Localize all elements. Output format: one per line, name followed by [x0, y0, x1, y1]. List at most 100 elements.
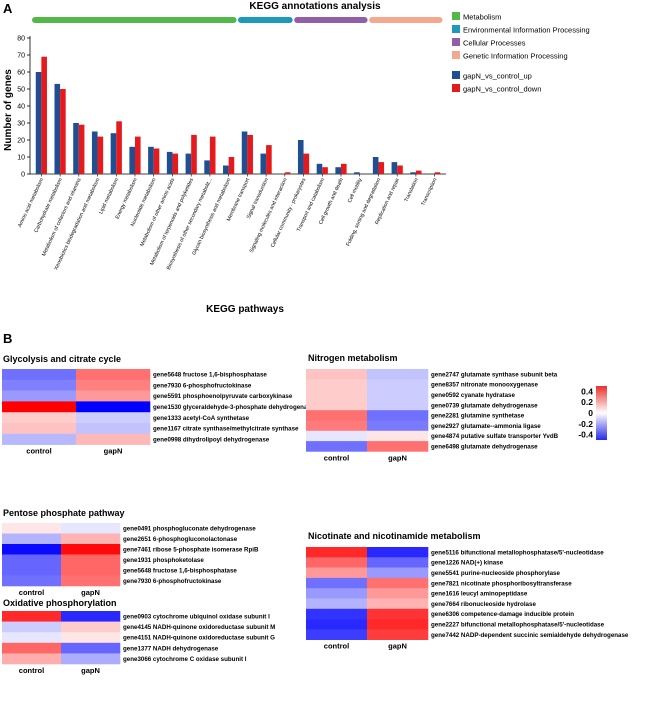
bar-gapN_vs_control_down: [60, 89, 66, 174]
heatmap-cell: [61, 621, 121, 633]
heatmap-column-label: gapN: [81, 666, 100, 675]
heatmap-column-label: gapN: [388, 453, 407, 462]
bar-gapN_vs_control_down: [341, 163, 347, 174]
y-tick-label: 80: [17, 36, 25, 43]
heatmap-cell: [2, 523, 62, 534]
heatmap-gene-label: gene0491 phosphogluconate dehydrogenase: [123, 525, 256, 532]
heatmap-gene-label: gene5648 fructose 1,6-bisphosphatase: [123, 567, 237, 574]
heatmap-gene-label: gene2227 bifunctional metallophosphatase…: [431, 621, 605, 628]
bar-gapN_vs_control_up: [73, 123, 79, 174]
heatmap-cell: [76, 412, 151, 424]
heatmap-gene-label: gene5116 bifunctional metallophosphatase…: [431, 549, 604, 556]
heatmap-cell: [61, 575, 121, 587]
heatmap-gene-label: gene7664 ribonucleoside hydrolase: [431, 601, 536, 608]
heatmap-gene-label: gene7461 ribose 5-phosphate isomerase Rp…: [123, 546, 259, 553]
heatmap-cell: [306, 399, 368, 411]
heatmap-cell: [367, 577, 429, 589]
y-tick-label: 30: [17, 121, 25, 128]
bar-gapN_vs_control_up: [204, 160, 210, 174]
heatmap-cell: [76, 379, 151, 391]
x-tick-label: Signaling molecules and interaction: [249, 177, 289, 254]
heatmap-gene-label: gene6498 glutamate dehydrogenase: [431, 443, 538, 450]
heatmap-cell: [367, 547, 429, 558]
heatmap-cell: [61, 653, 121, 665]
heatmap-cell: [2, 412, 77, 424]
heatmap-title: Nitrogen metabolism: [308, 353, 398, 363]
heatmap-gene-label: gene7821 nicotinate phosphoribosyltransf…: [431, 580, 572, 587]
legend-label-group: Cellular Processes: [463, 39, 526, 48]
heatmap-title: Pentose phosphate pathway: [3, 508, 125, 518]
heatmap-gene-label: gene4151 NADH-quinone oxidoreductase sub…: [123, 635, 275, 642]
x-axis-title: KEGG pathways: [206, 304, 284, 315]
bar-gapN_vs_control_down: [172, 153, 179, 174]
heatmap-panel: Glycolysis and citrate cycle gene5648 fru…: [2, 353, 629, 675]
heatmap-cell: [306, 389, 368, 401]
x-tick-label: Folding, sorting and degradation: [345, 177, 382, 247]
heatmap-cell: [2, 632, 62, 644]
y-tick-label: 40: [17, 104, 25, 111]
heatmap-gene-label: gene1377 NADH dehydrogenase: [123, 645, 219, 652]
y-tick-label: 0: [21, 172, 25, 179]
heatmap-title: Oxidative phosphorylation: [3, 598, 117, 608]
heatmap-gene-label: gene2651 6-phosphogluconolactonase: [123, 536, 238, 543]
heatmap-cell: [367, 369, 429, 380]
x-tick-label: Lipid metabolism: [98, 177, 120, 215]
heatmap-gene-label: gene0739 glutamate dehydrogenase: [431, 402, 538, 409]
heatmap-column-label: control: [19, 588, 44, 597]
heatmap-cell: [2, 575, 62, 587]
heatmap-cell: [2, 565, 62, 576]
heatmap-cell: [61, 632, 121, 644]
bar-gapN_vs_control_down: [303, 153, 310, 174]
heatmap-gene-label: gene1530 glyceraldehyde-3-phosphate dehy…: [153, 404, 315, 411]
legend-swatch-group: [452, 38, 460, 46]
heatmap: Nitrogen metabolism gene2747 glutamate sy…: [306, 353, 559, 462]
bar-gapN_vs_control_down: [97, 136, 104, 174]
heatmap-cell: [367, 567, 429, 579]
heatmap-cell: [306, 369, 368, 380]
bar-gapN_vs_control_up: [372, 157, 379, 174]
x-tick-label: Translation: [404, 177, 420, 203]
bar-gapN_vs_control_down: [116, 121, 122, 174]
heatmap-cell: [61, 642, 121, 654]
heatmap-cell: [2, 533, 62, 545]
heatmap-cell: [76, 423, 151, 435]
y-tick-label: 50: [17, 87, 25, 94]
legend-swatch-group: [452, 25, 460, 33]
heatmap-cell: [306, 420, 368, 432]
chart-legend: Metabolism Environmental Information Proc…: [452, 12, 590, 94]
bar-gapN_vs_control_up: [185, 153, 192, 174]
x-tick-label: Metabolism of other amino acids: [139, 177, 176, 248]
heatmap-column-label: control: [26, 447, 51, 456]
heatmap: Nicotinate and nicotinamide metabolism ge…: [306, 531, 629, 651]
bar-gapN_vs_control_down: [434, 172, 441, 174]
x-tick-label: Cell motility: [347, 177, 364, 204]
heatmap-cell: [367, 557, 429, 568]
heatmap-cell: [61, 611, 121, 622]
colorbar-tick-label: 0: [588, 408, 593, 418]
heatmap-cell: [76, 433, 151, 445]
bar-gapN_vs_control_up: [54, 83, 61, 174]
heatmap-cell: [306, 410, 368, 421]
bar-gapN_vs_control_down: [397, 165, 403, 174]
heatmap-cell: [2, 390, 77, 402]
heatmap-gene-label: gene1226 NAD(+) kinase: [431, 560, 504, 567]
heatmap-cell: [367, 410, 429, 421]
x-tick-label: Transcription: [420, 177, 438, 207]
heatmap-gene-label: gene1616 leucyl aminopeptidase: [431, 591, 528, 598]
heatmap-cell: [367, 389, 429, 401]
legend-label-series: gapN_vs_control_up: [463, 72, 532, 81]
y-tick-label: 10: [17, 155, 25, 162]
bar-gapN_vs_control_down: [415, 170, 422, 174]
heatmap-gene-label: gene1333 acetyl-CoA synthetase: [153, 415, 250, 422]
group-band: [238, 17, 293, 23]
heatmap-gene-label: gene0998 dihydrolipoyl dehydrogenase: [153, 436, 270, 443]
legend-label-group: Metabolism: [463, 13, 501, 22]
heatmap-column-label: control: [19, 666, 44, 675]
heatmap-cell: [306, 567, 368, 579]
bar-gapN_vs_control_up: [410, 172, 416, 174]
y-tick-label: 20: [17, 138, 25, 145]
heatmap-cell: [306, 629, 368, 640]
heatmap-cell: [2, 423, 77, 435]
bar-gapN_vs_control_down: [209, 136, 216, 174]
